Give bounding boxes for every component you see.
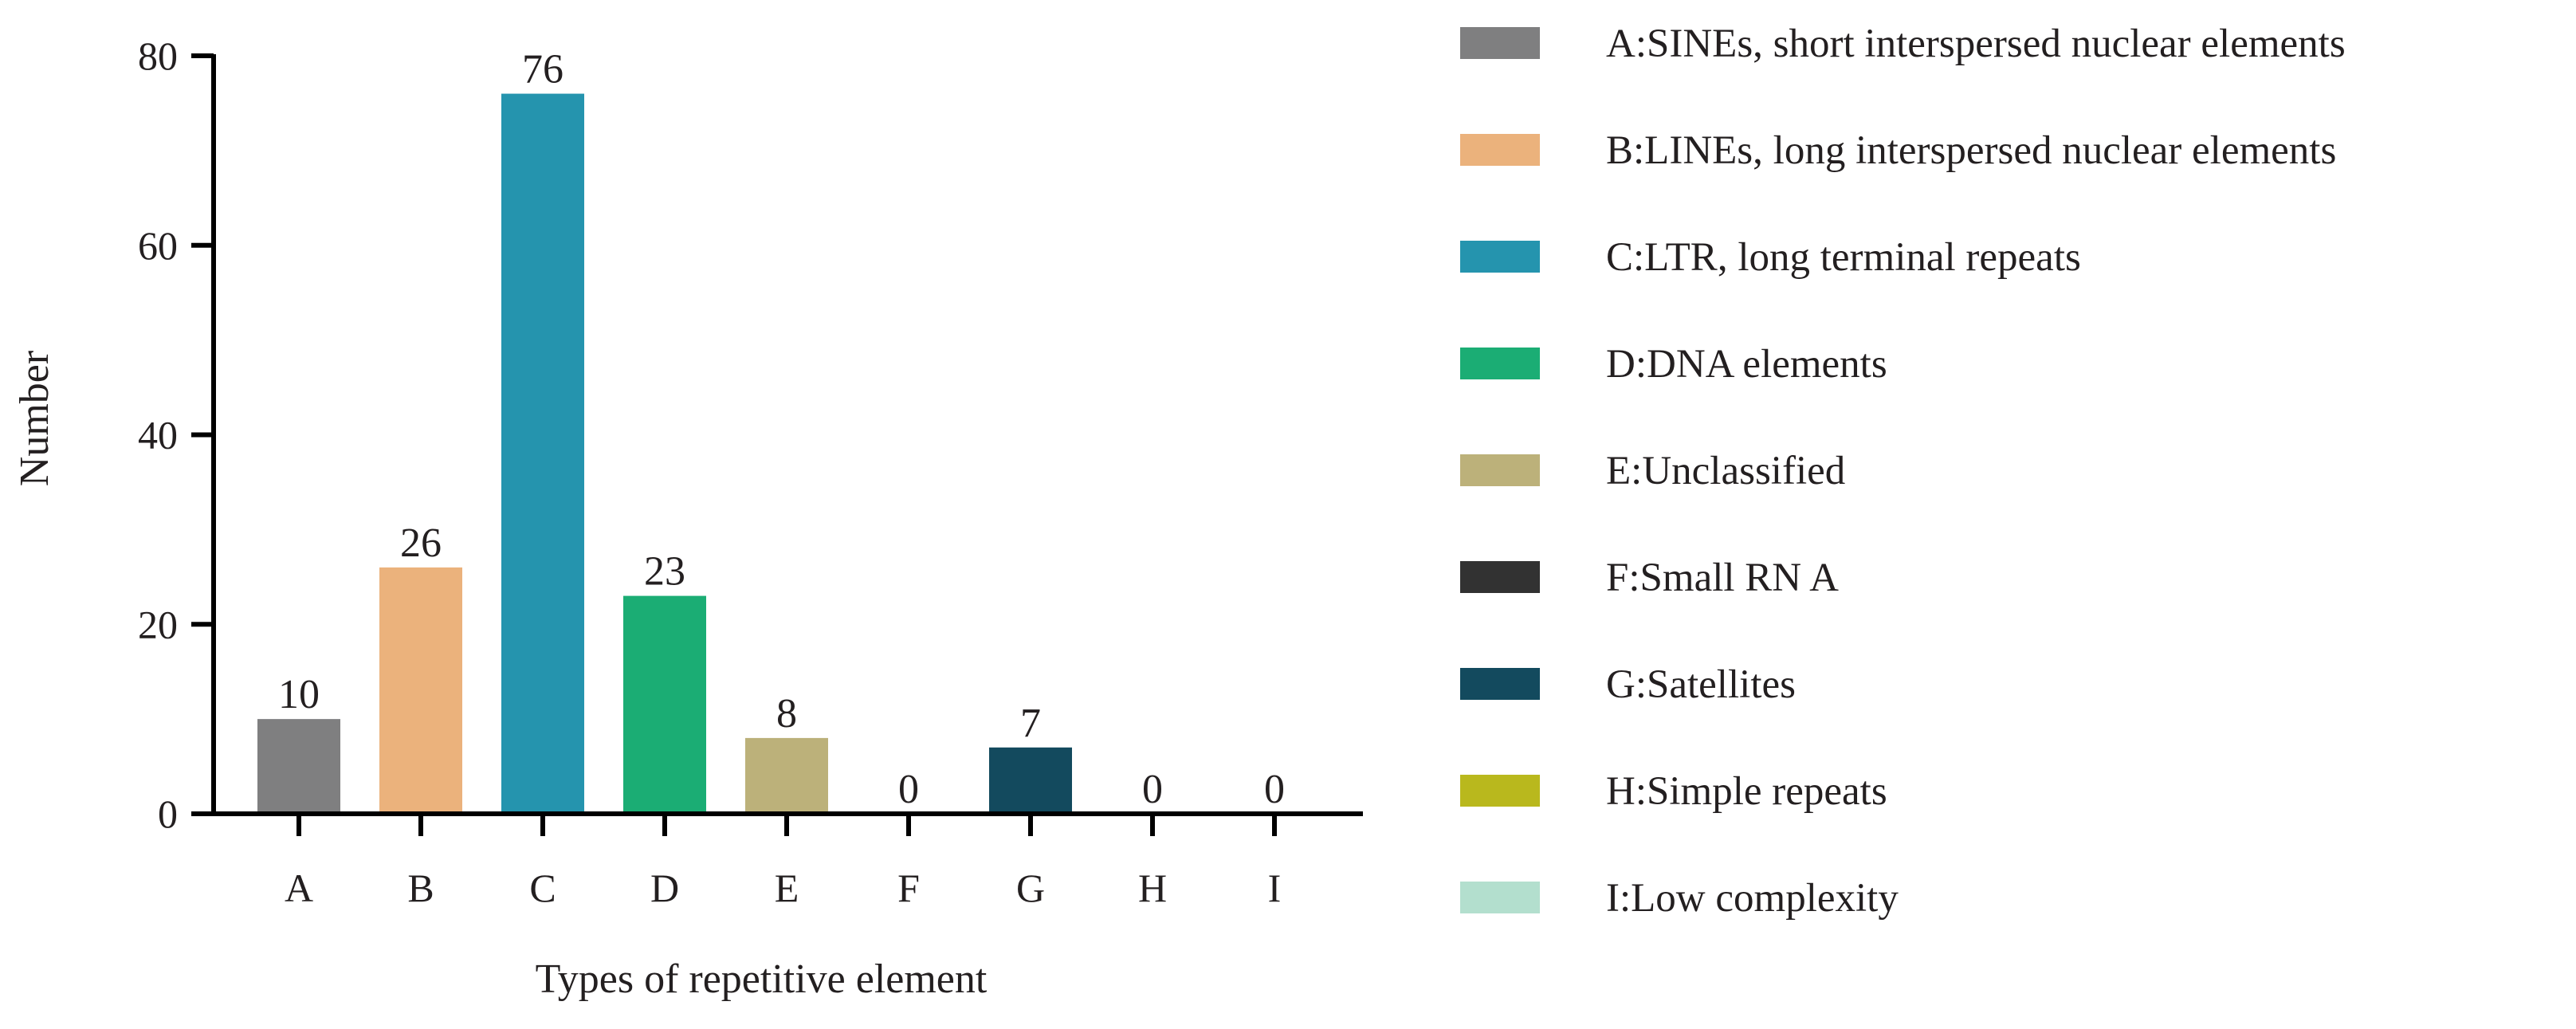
y-tick-label-60: 60	[138, 223, 178, 268]
bar-A	[257, 719, 340, 814]
x-axis: A B C D E F G H I	[211, 811, 1363, 910]
data-label-E: 8	[776, 691, 797, 736]
bar-D	[623, 595, 706, 814]
legend-label-C: C:LTR, long terminal repeats	[1606, 235, 2081, 280]
y-tick-label-20: 20	[138, 602, 178, 646]
x-tick-label-C: C	[529, 866, 556, 910]
x-tick-label-E: E	[775, 866, 799, 910]
legend-label-A: A:SINEs, short interspersed nuclear elem…	[1606, 22, 2346, 66]
y-tick-label-80: 80	[138, 33, 178, 78]
legend-label-H: H:Simple repeats	[1606, 769, 1887, 814]
data-label-H: 0	[1142, 767, 1163, 812]
x-tick-label-F: F	[897, 866, 920, 910]
bar-B	[379, 567, 462, 814]
legend-label-E: E:Unclassified	[1606, 449, 1845, 493]
bar-E	[745, 737, 828, 814]
data-label-I: 0	[1264, 767, 1285, 812]
legend-swatch-B	[1460, 134, 1540, 166]
x-tick-label-I: I	[1268, 866, 1282, 910]
legend: A:SINEs, short interspersed nuclear elem…	[1460, 22, 2346, 921]
x-axis-title: Types of repetitive element	[536, 956, 988, 1002]
y-axis-title: Number	[12, 351, 57, 486]
plot-area: 10 26 76 23 8 0 7 0 0	[257, 47, 1285, 815]
bar-C	[501, 93, 584, 815]
legend-swatch-F	[1460, 561, 1540, 593]
data-label-F: 0	[898, 767, 919, 812]
y-tick-label-0: 0	[158, 791, 178, 836]
legend-swatch-E	[1460, 454, 1540, 486]
legend-label-B: B:LINEs, long interspersed nuclear eleme…	[1606, 128, 2336, 173]
x-tick-label-H: H	[1138, 866, 1167, 910]
x-tick-label-G: G	[1016, 866, 1045, 910]
legend-swatch-C	[1460, 241, 1540, 273]
data-label-D: 23	[644, 549, 685, 595]
legend-swatch-D	[1460, 348, 1540, 379]
legend-label-G: G:Satellites	[1606, 662, 1796, 707]
legend-swatch-I	[1460, 882, 1540, 913]
x-tick-label-B: B	[407, 866, 434, 910]
x-tick-label-A: A	[285, 866, 313, 910]
legend-label-D: D:DNA elements	[1606, 342, 1887, 387]
y-axis: 0 20 40 60 80	[138, 33, 216, 836]
y-tick-label-40: 40	[138, 413, 178, 458]
data-label-B: 26	[400, 520, 442, 566]
data-label-A: 10	[278, 672, 320, 717]
x-tick-label-D: D	[650, 866, 679, 910]
legend-swatch-H	[1460, 775, 1540, 807]
legend-label-F: F:Small RN A	[1606, 556, 1839, 600]
data-label-G: 7	[1020, 701, 1041, 746]
legend-swatch-A	[1460, 27, 1540, 59]
data-label-C: 76	[522, 47, 564, 92]
legend-label-I: I:Low complexity	[1606, 876, 1899, 921]
legend-swatch-G	[1460, 668, 1540, 700]
bar-G	[989, 747, 1072, 814]
